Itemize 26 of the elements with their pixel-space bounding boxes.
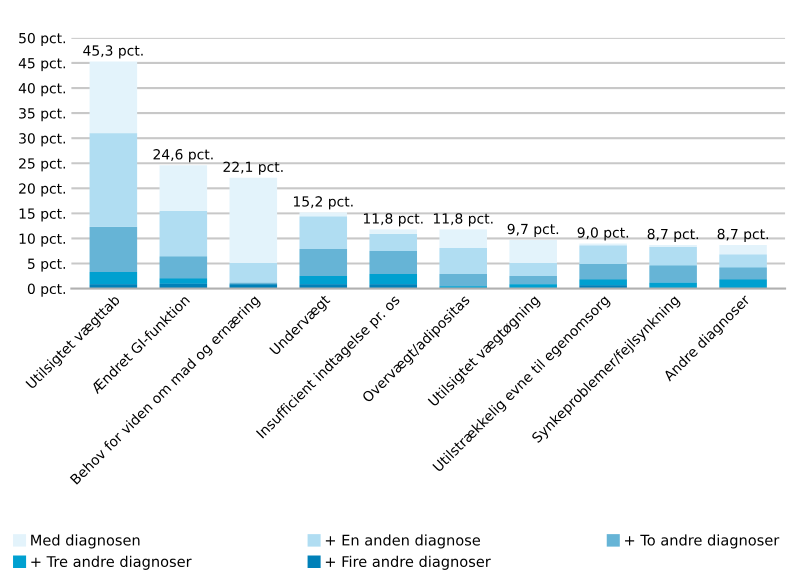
y-tick-label: 20 pct. [19, 183, 66, 196]
y-tick-label: 10 pct. [20, 233, 66, 247]
total-label: 11,8 pct. [434, 213, 493, 226]
legend-label: + Tre andre diagnoser [31, 556, 192, 570]
y-tick-label: 45 pct. [18, 58, 66, 72]
total-label: 9,0 pct. [578, 227, 628, 240]
legend-label: + En anden diagnose [326, 534, 480, 548]
y-tick-label: 5 pct. [28, 258, 66, 272]
total-label: 24,6 pct. [154, 149, 213, 162]
y-tick-label: 30 pct. [19, 133, 66, 146]
total-label: 8,7 pct. [648, 228, 698, 242]
legend-label: + Fire andre diagnoser [326, 556, 491, 570]
legend-label: + To andre diagnoser [625, 534, 780, 548]
total-label: 15,2 pct. [294, 196, 353, 210]
legend-label: Med diagnosen [31, 534, 140, 548]
y-tick-label: 50 pct. [19, 32, 66, 46]
total-label: 45,3 pct. [83, 45, 143, 58]
total-label: 9,7 pct. [508, 224, 558, 237]
total-label: 11,8 pct. [364, 213, 423, 226]
total-label: 8,7 pct. [718, 228, 768, 242]
y-tick-label: 0 pct. [28, 284, 66, 297]
y-tick-label: 40 pct. [18, 83, 66, 96]
y-tick-label: 15 pct. [20, 208, 66, 222]
y-tick-label: 35 pct. [19, 108, 66, 122]
y-tick-label: 25 pct. [19, 158, 66, 172]
total-label: 22,1 pct. [223, 162, 283, 175]
